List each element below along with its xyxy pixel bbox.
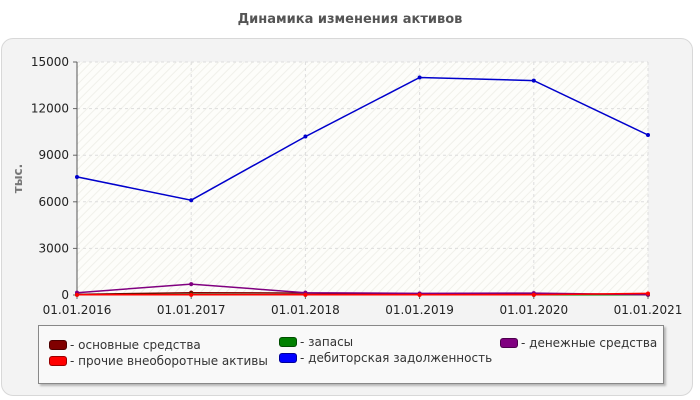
y-tick-label: 9000 bbox=[38, 148, 69, 162]
legend-swatch bbox=[279, 337, 297, 347]
y-tick-label: 12000 bbox=[31, 102, 69, 116]
series-point bbox=[646, 291, 650, 296]
series-point bbox=[417, 292, 422, 297]
series-point bbox=[303, 292, 308, 297]
series-point bbox=[75, 174, 79, 179]
legend-label: - денежные средства bbox=[521, 336, 658, 350]
legend-label: - прочие внеоборотные активы bbox=[70, 354, 268, 368]
y-tick-label: 0 bbox=[61, 288, 69, 302]
chart-title: Динамика изменения активов bbox=[237, 12, 463, 27]
plot-area bbox=[77, 62, 648, 295]
series-line-3 bbox=[77, 292, 649, 296]
legend-label: - запасы bbox=[300, 335, 354, 349]
x-tick-labels: 01.01.2016 01.01.2017 01.01.2018 01.01.2019… bbox=[43, 303, 683, 317]
series-line-4 bbox=[76, 76, 649, 201]
legend-swatch bbox=[49, 340, 67, 350]
series-point bbox=[417, 75, 422, 80]
series-point bbox=[75, 292, 79, 297]
series-point bbox=[189, 198, 194, 203]
legend-item-other-noncurrent: - прочие внеоборотные активы bbox=[49, 354, 268, 368]
x-tick-label: 01.01.2021 bbox=[614, 303, 683, 317]
y-tick-label: 3000 bbox=[38, 241, 69, 255]
legend-item-fixed-assets: - основные средства bbox=[49, 338, 201, 352]
chart-legend: - основные средства - прочие внеоборотны… bbox=[38, 325, 664, 384]
legend-swatch bbox=[279, 353, 297, 363]
y-tick-label: 6000 bbox=[38, 195, 69, 209]
legend-swatch bbox=[500, 338, 518, 348]
x-tick-label: 01.01.2020 bbox=[499, 303, 568, 317]
x-tick-label: 01.01.2019 bbox=[385, 303, 454, 317]
y-axis-label: тыс. bbox=[11, 164, 25, 193]
legend-item-cash: - денежные средства bbox=[500, 336, 657, 350]
y-tick-label: 15000 bbox=[31, 55, 69, 69]
series-point bbox=[531, 78, 536, 83]
legend-label: - дебиторская задолженность bbox=[300, 351, 493, 365]
legend-item-inventory: - запасы bbox=[279, 335, 353, 349]
y-tick-labels: 0 3000 6000 9000 12000 15000 bbox=[31, 55, 69, 302]
x-tick-label: 01.01.2017 bbox=[157, 303, 226, 317]
legend-label: - основные средства bbox=[70, 338, 201, 352]
x-tick-label: 01.01.2016 bbox=[43, 303, 112, 317]
legend-swatch bbox=[49, 356, 67, 366]
series-lines bbox=[75, 75, 650, 297]
legend-item-receivables: - дебиторская задолженность bbox=[279, 351, 492, 365]
series-point bbox=[531, 292, 536, 297]
x-tick-label: 01.01.2018 bbox=[271, 303, 340, 317]
series-point bbox=[189, 282, 194, 287]
series-point bbox=[189, 292, 194, 297]
series-point bbox=[303, 134, 308, 139]
series-line-2 bbox=[76, 283, 649, 296]
series-point bbox=[646, 133, 650, 138]
